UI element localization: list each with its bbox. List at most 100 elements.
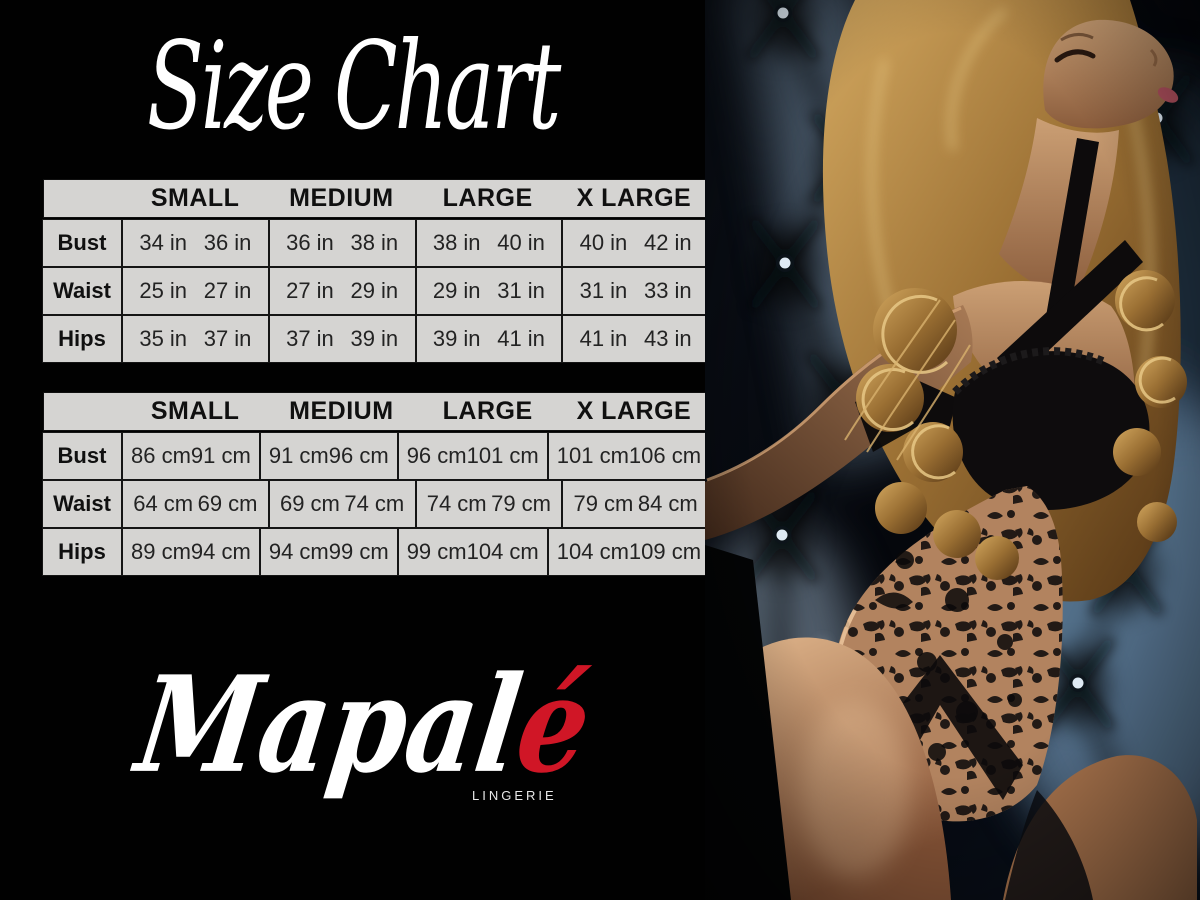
size-range-cell: 25 in 27 in [122, 267, 269, 315]
measurement-label: Hips [42, 528, 122, 576]
size-range-cell: 31 in 33 in [562, 267, 709, 315]
size-value: 37 in [203, 326, 252, 351]
size-column-header: SMALL [150, 184, 240, 212]
size-table-row: Waist 25 in 27 in 27 in 29 in 29 in 31 in 31 in… [42, 267, 709, 315]
size-range-cell: 38 in 40 in [415, 219, 563, 267]
size-table-row: Hips 35 in 37 in 37 in 39 in 39 in 41 in 41 in 4… [42, 315, 709, 363]
chart-panel: Size Chart SMALL MEDIUM LARGE X LARGE Bust 34… [42, 15, 711, 825]
size-column-header: SMALL [150, 397, 240, 425]
size-value: 41 in [497, 326, 545, 351]
size-value: 29 in [350, 278, 399, 303]
size-range-cell: 41 in 43 in [562, 315, 709, 363]
size-column-header: X LARGE [576, 397, 692, 425]
size-value: 40 in [497, 230, 545, 255]
size-value: 104 cm [556, 539, 629, 564]
size-value: 101 cm [556, 443, 629, 468]
size-range-cell: 96 cm 101 cm [397, 432, 548, 480]
size-value: 39 in [432, 326, 481, 351]
brand-tagline: LINGERIE [472, 788, 557, 803]
header-corner-cell [44, 393, 122, 430]
size-value: 94 cm [190, 539, 251, 564]
measurement-label: Waist [42, 480, 122, 528]
size-range-cell: 27 in 29 in [268, 267, 416, 315]
size-value: 74 cm [426, 491, 487, 516]
size-range-cell: 34 in 36 in [122, 219, 269, 267]
size-value: 34 in [139, 230, 188, 255]
size-table-inches: SMALL MEDIUM LARGE X LARGE Bust 34 in 36 in 36 … [42, 179, 709, 363]
size-value: 33 in [643, 278, 692, 303]
size-range-cell: 79 cm 84 cm [562, 480, 709, 528]
size-value: 64 cm [133, 491, 194, 516]
size-value: 69 cm [279, 491, 340, 516]
size-table-centimeters: SMALL MEDIUM LARGE X LARGE Bust 86 cm 91 cm 91 … [42, 392, 711, 576]
measurement-label: Waist [42, 267, 122, 315]
size-value: 25 in [139, 278, 188, 303]
size-value: 31 in [579, 278, 628, 303]
size-range-cell: 37 in 39 in [268, 315, 416, 363]
size-table-row: Bust 86 cm 91 cm 91 cm 96 cm 96 cm 101 cm 101 c… [42, 432, 711, 480]
size-value: 79 cm [573, 491, 634, 516]
size-value: 35 in [139, 326, 188, 351]
size-column-header: LARGE [442, 184, 533, 212]
size-range-cell: 86 cm 91 cm [122, 432, 260, 480]
size-value: 99 cm [328, 539, 389, 564]
model-photo [705, 0, 1200, 900]
size-value: 27 in [286, 278, 334, 303]
header-corner-cell [44, 180, 122, 217]
size-value: 40 in [579, 230, 628, 255]
page-title: Size Chart [146, 15, 561, 157]
brand-wordmark: Mapalé [128, 647, 600, 803]
size-column-header: X LARGE [576, 184, 692, 212]
size-value: 41 in [579, 326, 628, 351]
size-value: 43 in [643, 326, 692, 351]
size-column-header: MEDIUM [289, 397, 394, 425]
measurement-label: Bust [42, 219, 122, 267]
size-value: 96 cm [328, 443, 389, 468]
size-table-row: Hips 89 cm 94 cm 94 cm 99 cm 99 cm 104 cm 104 c… [42, 528, 711, 576]
size-value: 109 cm [628, 539, 702, 564]
size-value: 42 in [643, 230, 692, 255]
size-range-cell: 104 cm 109 cm [547, 528, 711, 576]
size-range-cell: 64 cm 69 cm [122, 480, 269, 528]
size-value: 38 in [350, 230, 399, 255]
size-value: 84 cm [637, 491, 698, 516]
size-range-cell: 89 cm 94 cm [122, 528, 260, 576]
size-range-cell: 40 in 42 in [562, 219, 709, 267]
size-range-cell: 39 in 41 in [415, 315, 563, 363]
brand-wordmark-main: Mapal [128, 647, 530, 803]
size-table-row: Waist 64 cm 69 cm 69 cm 74 cm 74 cm 79 cm 79 cm… [42, 480, 709, 528]
size-range-cell: 91 cm 96 cm [259, 432, 398, 480]
size-range-cell: 94 cm 99 cm [259, 528, 398, 576]
size-value: 106 cm [628, 443, 702, 468]
size-value: 79 cm [491, 491, 552, 516]
size-value: 101 cm [466, 443, 539, 468]
size-table-header-row: SMALL MEDIUM LARGE X LARGE [43, 179, 708, 218]
size-value: 74 cm [344, 491, 405, 516]
size-range-cell: 101 cm 106 cm [547, 432, 711, 480]
brand-logo: Mapalé LINGERIE [129, 648, 600, 825]
size-column-header: LARGE [442, 397, 533, 425]
size-value: 36 in [203, 230, 252, 255]
size-value: 36 in [286, 230, 334, 255]
size-value: 31 in [497, 278, 545, 303]
size-value: 96 cm [406, 443, 467, 468]
size-range-cell: 99 cm 104 cm [397, 528, 548, 576]
size-value: 86 cm [131, 443, 191, 468]
size-value: 99 cm [406, 539, 467, 564]
measurement-label: Bust [42, 432, 122, 480]
size-table-row: Bust 34 in 36 in 36 in 38 in 38 in 40 in 40 in 4… [42, 219, 709, 267]
size-value: 38 in [432, 230, 481, 255]
measurement-label: Hips [42, 315, 122, 363]
size-value: 94 cm [268, 539, 329, 564]
size-range-cell: 69 cm 74 cm [268, 480, 416, 528]
size-value: 91 cm [268, 443, 329, 468]
size-range-cell: 35 in 37 in [122, 315, 269, 363]
size-value: 89 cm [131, 539, 191, 564]
size-range-cell: 29 in 31 in [415, 267, 563, 315]
size-value: 29 in [432, 278, 481, 303]
size-range-cell: 74 cm 79 cm [415, 480, 563, 528]
size-value: 69 cm [197, 491, 258, 516]
size-value: 27 in [203, 278, 252, 303]
size-column-header: MEDIUM [289, 184, 394, 212]
